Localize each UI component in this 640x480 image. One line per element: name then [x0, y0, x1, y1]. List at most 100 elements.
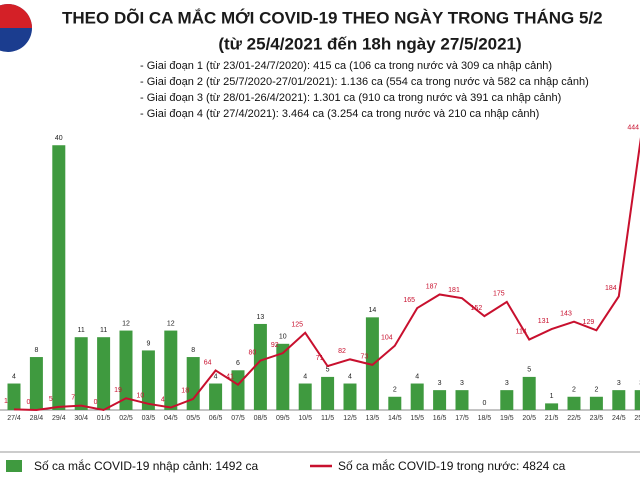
x-tick-label: 11/5: [321, 415, 334, 422]
x-tick-label: 06/5: [209, 415, 223, 422]
x-tick-label: 12/5: [343, 415, 357, 422]
bar: [455, 390, 469, 410]
bar: [29, 357, 43, 410]
x-tick-label: 17/5: [455, 415, 469, 422]
bar: [298, 383, 312, 410]
bar: [253, 323, 267, 410]
x-tick-label: 30/4: [74, 415, 88, 422]
line-label: 82: [338, 348, 346, 355]
bar-label: 12: [167, 320, 175, 327]
bar: [7, 383, 21, 410]
bar: [433, 390, 447, 410]
line-label: 10: [137, 393, 145, 400]
bar-label: 1: [550, 393, 554, 400]
line-label: 71: [316, 355, 324, 362]
bar-label: 40: [55, 135, 63, 142]
bar: [321, 376, 335, 410]
x-tick-label: 21/5: [545, 415, 559, 422]
x-tick-label: 22/5: [567, 415, 581, 422]
chart-subtitle: (từ 25/4/2021 đến 18h ngày 27/5/2021): [218, 34, 521, 53]
bar-label: 0: [482, 400, 486, 407]
bar-label: 2: [393, 387, 397, 394]
bar: [545, 403, 559, 410]
bar: [567, 396, 581, 410]
chart-title: THEO DÕI CA MẮC MỚI COVID-19 THEO NGÀY T…: [62, 7, 603, 27]
line-label: 175: [493, 291, 505, 298]
bar: [522, 376, 536, 410]
bar-label: 5: [326, 367, 330, 374]
x-tick-label: 07/5: [231, 415, 245, 422]
bar-label: 11: [100, 327, 107, 334]
bar: [164, 330, 178, 410]
bar-label: 3: [617, 380, 621, 387]
annotation: - Giai đoạn 1 (từ 23/01-24/7/2020): 415 …: [140, 60, 552, 72]
bar-label: 4: [214, 373, 218, 380]
bar-label: 8: [34, 347, 38, 354]
bar: [74, 337, 88, 410]
x-tick-label: 23/5: [590, 415, 604, 422]
line-label: 92: [271, 342, 279, 349]
annotation: - Giai đoạn 3 (từ 28/01-26/4/2021): 1.30…: [140, 92, 561, 104]
line-label: 64: [204, 359, 212, 366]
line-label: 73: [361, 354, 369, 361]
x-tick-label: 01/5: [97, 415, 111, 422]
line-label: 143: [560, 311, 572, 318]
x-tick-label: 19/5: [500, 415, 514, 422]
line-label: 41: [226, 374, 234, 381]
annotation: - Giai đoạn 2 (từ 25/7/2020-27/01/2021):…: [140, 76, 589, 88]
x-tick-label: 16/5: [433, 415, 447, 422]
bar-label: 4: [348, 373, 352, 380]
x-tick-label: 13/5: [366, 415, 380, 422]
bar: [276, 343, 290, 410]
line-label: 129: [583, 319, 595, 326]
bar: [410, 383, 424, 410]
bar: [612, 390, 626, 410]
x-tick-label: 05/5: [186, 415, 200, 422]
bar-label: 2: [594, 387, 598, 394]
line-label: 0: [26, 399, 30, 406]
bar: [589, 396, 603, 410]
bar-label: 4: [303, 373, 307, 380]
logo-top: [0, 4, 32, 28]
bar-label: 3: [438, 380, 442, 387]
x-tick-label: 27/4: [7, 415, 21, 422]
line-label: 80: [249, 349, 257, 356]
bar: [97, 337, 111, 410]
bar: [388, 396, 402, 410]
x-tick-label: 25/5: [634, 415, 640, 422]
x-tick-label: 20/5: [522, 415, 536, 422]
x-tick-label: 24/5: [612, 415, 626, 422]
line-label: 114: [516, 328, 527, 335]
bar-label: 3: [460, 380, 464, 387]
line-label: 184: [605, 285, 617, 292]
line: [13, 137, 640, 412]
x-tick-label: 10/5: [298, 415, 312, 422]
x-tick-label: 18/5: [478, 415, 492, 422]
x-tick-label: 08/5: [254, 415, 268, 422]
line-label: 444: [627, 125, 639, 132]
legend-label: Số ca mắc COVID-19 nhập cảnh: 1492 ca: [34, 458, 258, 473]
legend-swatch: [6, 460, 22, 472]
bar-label: 10: [279, 334, 287, 341]
line-label: 19: [114, 387, 122, 394]
bar: [500, 390, 514, 410]
line-label: 131: [538, 318, 550, 325]
x-tick-label: 04/5: [164, 415, 178, 422]
bar: [52, 145, 66, 410]
bar: [186, 357, 200, 410]
bar-label: 4: [12, 373, 16, 380]
bar: [141, 350, 155, 410]
bar-label: 9: [146, 340, 150, 347]
x-tick-label: 03/5: [142, 415, 156, 422]
bar: [209, 383, 223, 410]
line-label: 4: [161, 396, 165, 403]
bar-label: 4: [415, 373, 419, 380]
line-label: 104: [381, 335, 393, 342]
line-label: 18: [181, 388, 189, 395]
bar-label: 2: [572, 387, 576, 394]
bar-label: 8: [191, 347, 195, 354]
bar-label: 3: [505, 380, 509, 387]
line-label: 125: [291, 322, 303, 329]
